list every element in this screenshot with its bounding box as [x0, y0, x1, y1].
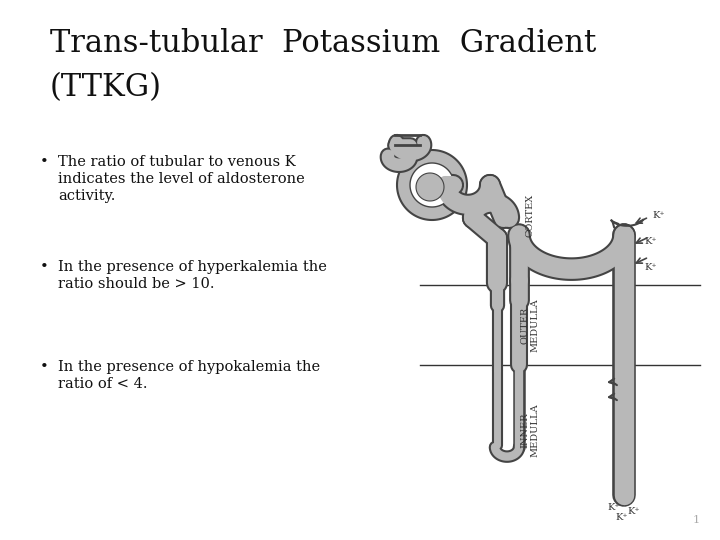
Text: indicates the level of aldosterone: indicates the level of aldosterone: [58, 172, 305, 186]
Text: K⁺: K⁺: [618, 495, 630, 504]
Text: In the presence of hypokalemia the: In the presence of hypokalemia the: [58, 360, 320, 374]
Text: ratio should be > 10.: ratio should be > 10.: [58, 277, 215, 291]
Text: 1: 1: [693, 515, 700, 525]
Text: (TTKG): (TTKG): [50, 72, 162, 103]
Text: K⁺: K⁺: [616, 513, 629, 522]
Text: CORTEX: CORTEX: [526, 193, 534, 237]
Text: K⁺: K⁺: [608, 503, 621, 512]
Text: The ratio of tubular to venous K: The ratio of tubular to venous K: [58, 155, 296, 169]
Polygon shape: [397, 150, 467, 220]
Text: K⁺: K⁺: [644, 238, 657, 246]
Polygon shape: [410, 163, 454, 207]
Text: Trans-tubular  Potassium  Gradient: Trans-tubular Potassium Gradient: [50, 28, 596, 59]
Polygon shape: [416, 173, 444, 201]
Text: In the presence of hyperkalemia the: In the presence of hyperkalemia the: [58, 260, 327, 274]
Text: OUTER
MEDULLA: OUTER MEDULLA: [521, 298, 540, 352]
Text: K⁺: K⁺: [644, 264, 657, 273]
Text: ratio of < 4.: ratio of < 4.: [58, 377, 148, 391]
Text: •: •: [40, 360, 49, 374]
Text: •: •: [40, 260, 49, 274]
Text: •: •: [40, 155, 49, 169]
Text: activity.: activity.: [58, 189, 115, 203]
Text: INNER
MEDULLA: INNER MEDULLA: [521, 403, 540, 457]
Text: K⁺: K⁺: [628, 507, 640, 516]
Text: K⁺: K⁺: [652, 211, 665, 219]
